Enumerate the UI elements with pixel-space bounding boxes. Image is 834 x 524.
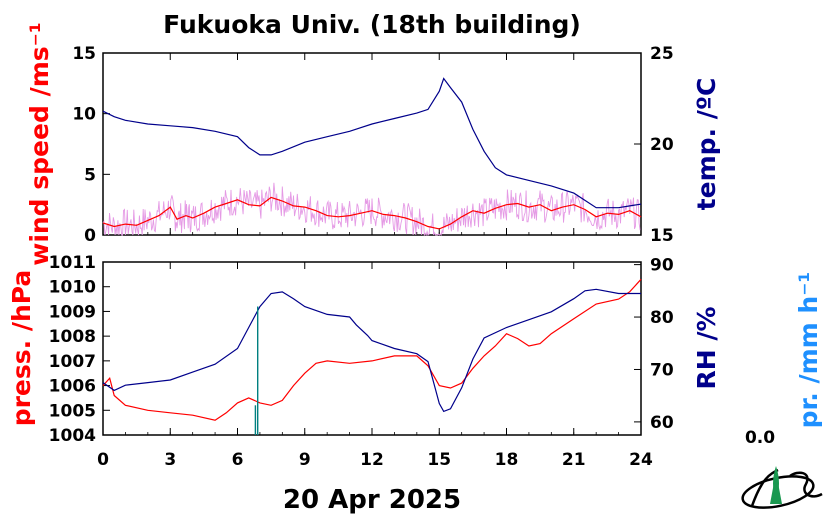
wind-raw-line: [102, 182, 641, 237]
left-tick-label: 1007: [49, 352, 96, 372]
left-tick-label: 10: [72, 105, 96, 125]
left-tick-label: 15: [72, 44, 96, 64]
left-tick-label: 0: [84, 226, 96, 246]
right-tick-label: 90: [650, 256, 674, 276]
temperature-line: [102, 77, 642, 209]
left-tick-label: 1011: [49, 253, 96, 273]
left-tick-label: 1010: [49, 278, 96, 298]
x-tick-label: 24: [629, 450, 653, 470]
left-tick-label: 1005: [49, 401, 96, 421]
upper-panel-ticks: 0 5 10 15 15 20 25: [72, 44, 674, 246]
right-tick-label: 20: [650, 135, 674, 155]
right-tick-label: 80: [650, 308, 674, 328]
wind-axis-label: wind speed /ms⁻¹: [25, 22, 54, 266]
left-tick-label: 1008: [49, 327, 96, 347]
right-tick-label: 70: [650, 360, 674, 380]
left-tick-label: 5: [84, 165, 96, 185]
wind-speed-line: [102, 196, 642, 230]
upper-panel-series: [102, 77, 642, 237]
left-tick-label: 1004: [49, 426, 96, 446]
rh-axis-label: RH /%: [692, 306, 721, 389]
x-tick-label: 18: [495, 450, 519, 470]
x-tick-label: 6: [232, 450, 244, 470]
lower-panel-ticks: 0 3 6 9 12 15 18 21 24 1004 1005 1006 1007 1008 1009 10…: [49, 253, 674, 470]
x-tick-label: 12: [360, 450, 384, 470]
lower-panel-series: [102, 278, 642, 435]
date-label: 20 Apr 2025: [283, 485, 461, 515]
x-tick-label: 9: [299, 450, 311, 470]
chart-title: Fukuoka Univ. (18th building): [163, 10, 581, 39]
pressure-line: [102, 278, 642, 421]
humidity-line: [102, 288, 641, 413]
temp-axis-label: temp. /ºC: [692, 78, 721, 211]
pressure-axis-label: press. /hPa: [7, 270, 36, 427]
rain-total-value: 0.0: [745, 428, 775, 448]
right-tick-label: 15: [650, 226, 674, 246]
x-tick-label: 21: [562, 450, 586, 470]
right-tick-label: 25: [650, 44, 674, 64]
x-tick-label: 15: [427, 450, 451, 470]
x-tick-label: 0: [97, 450, 109, 470]
lower-panel-frame: [102, 261, 642, 436]
left-tick-label: 1006: [49, 377, 96, 397]
institution-logo-icon: [741, 466, 823, 509]
right-tick-label: 60: [650, 413, 674, 433]
x-tick-label: 3: [164, 450, 176, 470]
precip-axis-label: pr. /mm h⁻¹: [794, 272, 823, 429]
left-tick-label: 1009: [49, 302, 96, 322]
